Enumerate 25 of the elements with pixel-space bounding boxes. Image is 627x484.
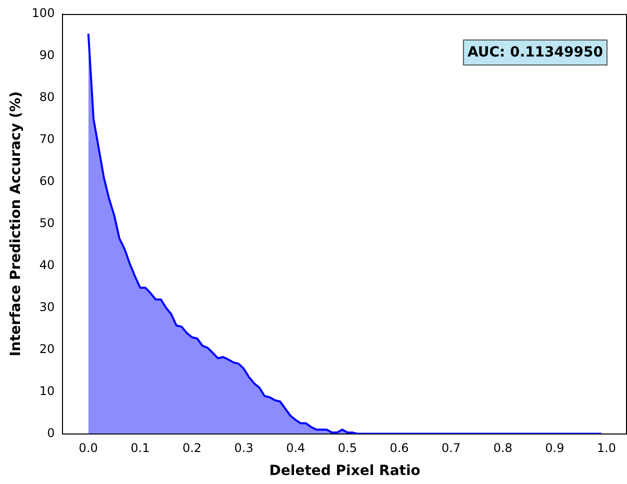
x-tick-label: 1.0	[596, 441, 616, 456]
y-tick-label: 20	[39, 342, 55, 356]
y-axis-title: Interface Prediction Accuracy (%)	[8, 91, 24, 356]
y-tick-label: 30	[39, 300, 55, 314]
y-tick-label: 10	[39, 384, 55, 398]
x-tick-label: 0.9	[545, 441, 564, 456]
annotation: AUC: 0.11349950	[467, 44, 604, 61]
x-tick-label: 0.3	[234, 441, 254, 456]
x-tick-label: 0.7	[442, 441, 461, 456]
y-tick-label: 80	[39, 90, 55, 104]
x-tick-label: 0.4	[286, 441, 306, 456]
x-tick-label: 0.0	[78, 441, 98, 456]
y-tick-label: 70	[39, 132, 55, 146]
x-axis-title: Deleted Pixel Ratio	[269, 463, 421, 480]
x-tick-label: 0.6	[390, 441, 409, 456]
y-tick-label: 40	[39, 258, 55, 272]
x-tick-label: 0.8	[493, 441, 512, 456]
x-tick-label: 0.2	[182, 441, 202, 456]
y-tick-label: 90	[39, 48, 55, 62]
x-tick-label: 0.1	[130, 441, 150, 456]
y-tick-label: 100	[32, 6, 55, 20]
y-tick-label: 0	[47, 426, 55, 440]
x-tick-label: 0.5	[338, 441, 357, 456]
y-tick-label: 50	[39, 216, 55, 230]
y-tick-label: 60	[39, 174, 55, 188]
